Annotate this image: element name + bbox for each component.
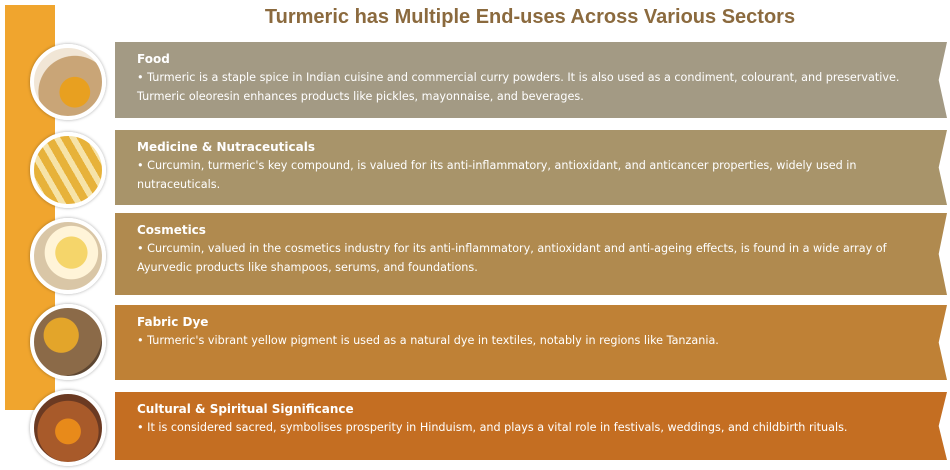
item-banner: Medicine & Nutraceuticals Curcumin, turm… (115, 130, 947, 205)
food-image (30, 44, 106, 120)
item-heading: Cosmetics (137, 223, 935, 237)
cosmetics-image (30, 218, 106, 294)
item-heading: Cultural & Spiritual Significance (137, 402, 935, 416)
medicine-image (30, 132, 106, 208)
item-heading: Fabric Dye (137, 315, 935, 329)
item-heading: Medicine & Nutraceuticals (137, 140, 935, 154)
item-text: Curcumin, turmeric's key compound, is va… (137, 156, 935, 194)
item-heading: Food (137, 52, 935, 66)
item-text: Turmeric's vibrant yellow pigment is use… (137, 331, 935, 350)
item-banner: Food Turmeric is a staple spice in India… (115, 42, 947, 118)
dye-image (30, 304, 106, 380)
page: Turmeric has Multiple End-uses Across Va… (0, 0, 950, 470)
cultural-image (30, 390, 106, 466)
item-banner: Cultural & Spiritual Significance It is … (115, 392, 947, 460)
title: Turmeric has Multiple End-uses Across Va… (110, 6, 950, 29)
item-banner: Fabric Dye Turmeric's vibrant yellow pig… (115, 305, 947, 380)
item-text: It is considered sacred, symbolises pros… (137, 418, 935, 437)
item-banner: Cosmetics Curcumin, valued in the cosmet… (115, 213, 947, 295)
item-text: Turmeric is a staple spice in Indian cui… (137, 68, 935, 106)
item-text: Curcumin, valued in the cosmetics indust… (137, 239, 935, 277)
